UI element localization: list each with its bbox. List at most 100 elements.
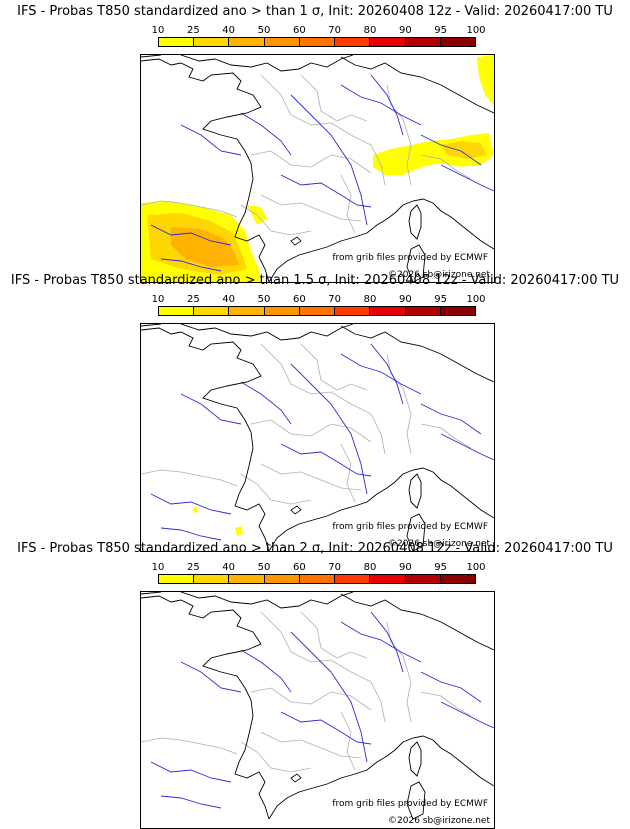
- colorbar-tick-label: 90: [398, 25, 412, 36]
- coastline-island: [290, 236, 302, 246]
- river: [280, 711, 372, 745]
- coastline-uk: [141, 55, 354, 72]
- colorbar-segment: [264, 575, 300, 583]
- colorbar-tick-label: 95: [434, 294, 448, 305]
- river: [340, 353, 422, 395]
- river: [290, 631, 368, 763]
- colorbar-segment: [299, 307, 336, 315]
- colorbar-segment: [299, 575, 336, 583]
- probability-area: [235, 526, 243, 536]
- colorbar-segment: [370, 38, 406, 46]
- colorbar-tick-label: 10: [151, 294, 165, 305]
- coastline-island: [290, 505, 302, 515]
- map-panel-1p5sigma: IFS - Probas T850 standardized ano > tha…: [0, 273, 630, 552]
- coastline-sardinia: [406, 781, 426, 820]
- colorbar-segment: [264, 307, 300, 315]
- coastline-uk: [141, 324, 354, 341]
- river: [180, 661, 242, 693]
- region-border: [250, 150, 372, 174]
- colorbar-segment: [159, 575, 195, 583]
- region-border: [386, 353, 412, 455]
- colorbar-tick-label: 100: [466, 562, 486, 573]
- region-border: [300, 611, 368, 659]
- region-border: [386, 621, 412, 723]
- colorbar-tick-label: 50: [257, 294, 271, 305]
- map-area: from grib files provided by ECMWF ©2026 …: [140, 54, 495, 283]
- river: [150, 493, 232, 515]
- colorbar-segment: [159, 307, 195, 315]
- river: [440, 433, 494, 461]
- river: [340, 84, 422, 126]
- region-border: [260, 194, 362, 222]
- colorbar-tick-label: 40: [222, 25, 236, 36]
- colorbar-tick-label: 80: [363, 25, 377, 36]
- river: [370, 343, 404, 405]
- credit-copyright: ©2026 sb@irizone.net: [388, 539, 490, 549]
- colorbar-bar: [158, 306, 476, 316]
- colorbar-segment: [335, 38, 371, 46]
- colorbar-segment: [159, 38, 195, 46]
- river: [290, 94, 368, 226]
- map-panel-2sigma: IFS - Probas T850 standardized ano > tha…: [0, 541, 630, 829]
- river: [440, 701, 494, 729]
- credit-copyright: ©2026 sb@irizone.net: [388, 270, 490, 280]
- coastline-corsica: [408, 204, 422, 240]
- map-svg: [141, 55, 494, 282]
- colorbar-tick-label: 60: [292, 562, 306, 573]
- colorbar-tick-label: 70: [328, 562, 342, 573]
- colorbar-tick-label: 100: [466, 294, 486, 305]
- colorbar-segment: [440, 307, 475, 315]
- region-border: [300, 343, 368, 391]
- colorbar-segment: [194, 38, 230, 46]
- colorbar-tick-label: 100: [466, 25, 486, 36]
- colorbar-tick-label: 25: [186, 562, 200, 573]
- probability-area: [171, 227, 239, 267]
- coastline-north-sea: [340, 56, 494, 114]
- probability-area: [441, 141, 487, 159]
- colorbar-bar: [158, 574, 476, 584]
- colorbar-tick-label: 50: [257, 562, 271, 573]
- river: [370, 74, 404, 136]
- river: [180, 393, 242, 425]
- coastline-sardinia: [406, 513, 426, 551]
- probability-colorbar: 10 25 40 50 60 70 80 90 95 100: [152, 25, 486, 53]
- region-border: [141, 737, 238, 755]
- region-border: [300, 74, 368, 122]
- river: [290, 363, 368, 495]
- coastline-corsica: [408, 741, 422, 777]
- colorbar-segment: [229, 38, 265, 46]
- colorbar-tick-label: 60: [292, 294, 306, 305]
- river: [420, 403, 482, 435]
- river: [160, 795, 222, 809]
- map-panel-1sigma: IFS - Probas T850 standardized ano > tha…: [0, 4, 630, 283]
- coastline-uk: [141, 592, 354, 609]
- river: [370, 611, 404, 673]
- coastline-corsica: [408, 473, 422, 509]
- probability-colorbar: 10 25 40 50 60 70 80 90 95 100: [152, 294, 486, 322]
- credit-copyright: ©2026 sb@irizone.net: [388, 816, 490, 826]
- river: [150, 224, 232, 246]
- region-border: [250, 687, 372, 711]
- region-border: [141, 469, 238, 487]
- coastline-mediterranean: [268, 198, 494, 282]
- colorbar-segment: [370, 575, 406, 583]
- credit-source: from grib files provided by ECMWF: [332, 253, 488, 263]
- colorbar-segment: [440, 575, 475, 583]
- colorbar-tick-label: 10: [151, 25, 165, 36]
- map-area: from grib files provided by ECMWF ©2026 …: [140, 323, 495, 552]
- panel-title: IFS - Probas T850 standardized ano > tha…: [17, 541, 613, 556]
- river: [420, 134, 482, 166]
- colorbar-segment: [194, 307, 230, 315]
- colorbar-segment: [335, 307, 371, 315]
- probability-area: [477, 55, 494, 105]
- coastline-island: [290, 773, 302, 783]
- colorbar-tick-label: 80: [363, 562, 377, 573]
- coastline-mediterranean: [268, 467, 494, 551]
- colorbar-segment: [405, 575, 441, 583]
- colorbar-segment: [335, 575, 371, 583]
- colorbar-tick-label: 95: [434, 25, 448, 36]
- region-border: [340, 443, 356, 503]
- colorbar-tick-label: 50: [257, 25, 271, 36]
- river: [440, 164, 494, 192]
- river: [150, 761, 232, 783]
